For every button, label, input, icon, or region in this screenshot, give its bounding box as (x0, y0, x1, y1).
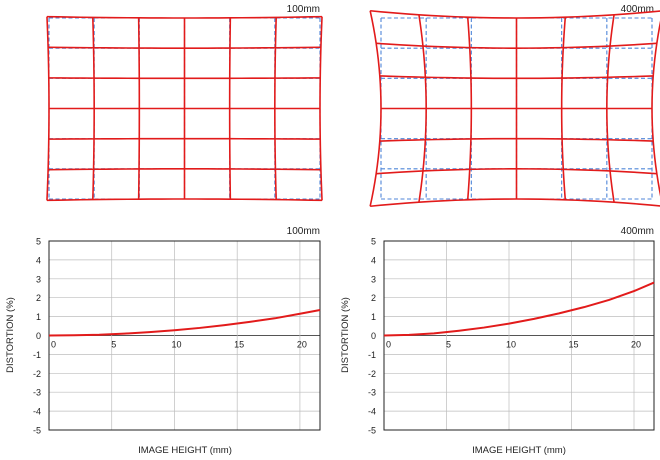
y-tick-label: 2 (371, 293, 376, 303)
y-tick-label: 1 (36, 312, 41, 322)
x-tick-label: 5 (446, 340, 451, 350)
gridlines (384, 240, 654, 431)
measured-grid-line (48, 168, 321, 171)
measured-grid-line (46, 16, 50, 201)
chart-title: 400mm (621, 226, 654, 237)
x-tick-label: 20 (631, 340, 641, 350)
measured-grid-line (48, 46, 321, 49)
y-tick-label: 3 (36, 274, 41, 284)
y-tick-label: 3 (371, 274, 376, 284)
x-tick-label: 15 (234, 340, 244, 350)
measured-grid-line (651, 20, 660, 197)
measured-grid-line (370, 198, 660, 208)
measured-grid-line (379, 137, 654, 142)
y-tick-label: -2 (368, 369, 376, 379)
y-axis-label: DISTORTION (%) (340, 297, 351, 373)
y-tick-label: 5 (36, 237, 41, 247)
measured-grid-line (376, 168, 657, 175)
y-tick-label: -3 (368, 388, 376, 398)
measured-grid-line (376, 42, 657, 49)
distortion-chart-400mm: 400mm DISTORTION (%) IMAGE HEIGHT (mm) 5… (340, 226, 655, 456)
grid-drawing-100mm (46, 15, 323, 202)
measured-grid-line (369, 10, 382, 207)
grid-drawing-400mm (369, 9, 660, 208)
x-axis-label: IMAGE HEIGHT (mm) (138, 445, 232, 456)
x-tick-label: 20 (297, 340, 307, 350)
grid-panel-100mm: 100mm (46, 4, 323, 202)
chart-title: 100mm (287, 226, 320, 237)
x-tick-label: 0 (386, 340, 391, 350)
y-tick-label: -1 (368, 350, 376, 360)
measured-grid-line (379, 75, 654, 80)
measured-grid (46, 15, 323, 202)
y-tick-label: 4 (36, 255, 41, 265)
x-tick-label: 0 (51, 340, 56, 350)
y-tick-label: -4 (368, 407, 376, 417)
y-tick-label: 0 (371, 331, 376, 341)
y-axis-label: DISTORTION (%) (5, 297, 16, 373)
distortion-chart-100mm: 100mm DISTORTION (%) IMAGE HEIGHT (mm) 5… (5, 226, 321, 456)
y-tick-label: -3 (33, 388, 41, 398)
y-tick-label: 5 (371, 237, 376, 247)
x-axis-label: IMAGE HEIGHT (mm) (472, 445, 566, 456)
y-tick-label: 0 (36, 331, 41, 341)
measured-grid-line (46, 198, 323, 202)
measured-grid-line (46, 15, 323, 19)
y-tick-label: -5 (33, 426, 41, 436)
grid-panel-label-400mm: 400mm (621, 4, 654, 15)
y-tick-label: -1 (33, 350, 41, 360)
y-tick-label: -4 (33, 407, 41, 417)
distortion-curve (383, 281, 655, 337)
measured-grid (369, 9, 660, 208)
measured-grid-line (370, 9, 660, 19)
grid-panel-label-100mm: 100mm (287, 4, 320, 15)
x-tick-label: 15 (568, 340, 578, 350)
y-tick-label: -5 (368, 426, 376, 436)
x-tick-label: 10 (506, 340, 516, 350)
x-tick-label: 10 (171, 340, 181, 350)
measured-grid-line (319, 16, 323, 201)
y-tick-label: 1 (371, 312, 376, 322)
y-tick-label: 4 (371, 255, 376, 265)
distortion-curve (48, 309, 321, 337)
y-tick-label: 2 (36, 293, 41, 303)
x-tick-label: 5 (111, 340, 116, 350)
y-tick-label: -2 (33, 369, 41, 379)
grid-panel-400mm: 400mm (369, 4, 660, 208)
